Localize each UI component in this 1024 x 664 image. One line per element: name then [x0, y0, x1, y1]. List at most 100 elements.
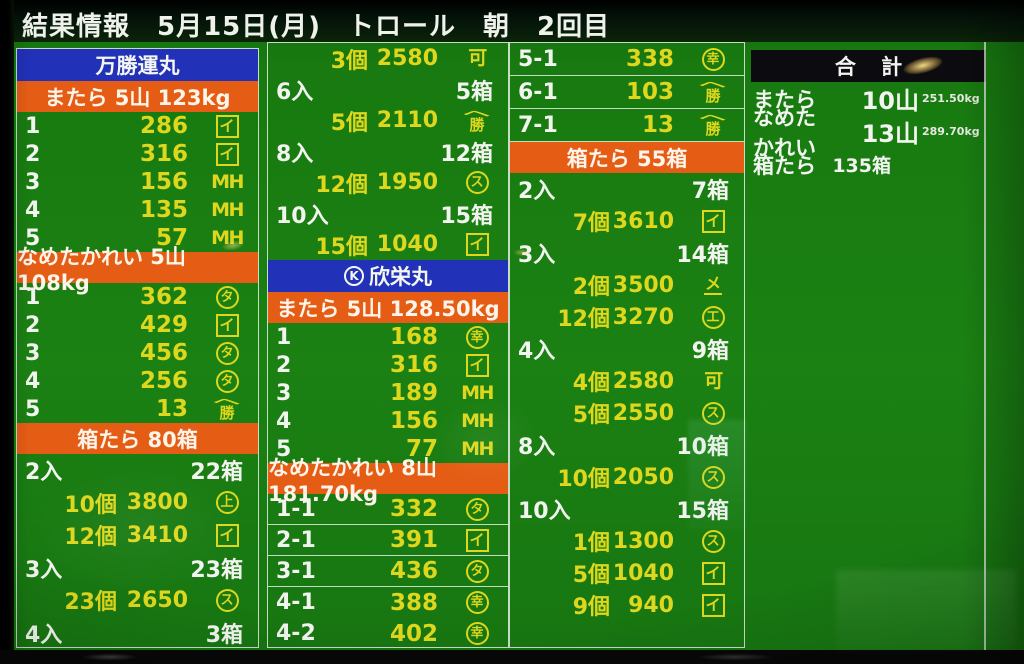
- hat-roof-glyph: ヘ: [463, 107, 491, 119]
- buyer-mark-cell: ス: [690, 401, 736, 425]
- piece-count: 10個: [557, 467, 610, 492]
- piece-count: 2個: [572, 275, 610, 300]
- circled-letter-mark: K: [344, 266, 364, 286]
- buyer-mark-cell: タ: [454, 559, 500, 583]
- box-count: 15箱: [676, 499, 729, 524]
- lot-price: 436: [389, 558, 438, 584]
- buyer-mark-circled-ス: ス: [701, 465, 725, 489]
- lot-number: 2: [25, 141, 41, 167]
- lot-price: 429: [139, 312, 188, 338]
- lot-price: 57: [155, 225, 188, 251]
- pack-size-label: 8入: [518, 435, 556, 460]
- lot-row: 1-1 332 タ: [268, 494, 508, 525]
- piece-count: 23個: [64, 590, 117, 616]
- buyer-mark-cell: 工: [690, 305, 736, 329]
- lot-row: 3-1 436 タ: [268, 556, 508, 587]
- buyer-mark-cell: イ: [454, 528, 500, 552]
- box-sale-row: 2個 3500 メ: [510, 269, 744, 301]
- buyer-mark-circled-幸: 幸: [701, 47, 725, 71]
- piece-count: 5個: [572, 403, 610, 428]
- box-group-row: 2入 7箱: [510, 173, 744, 205]
- lot-price: 316: [139, 141, 188, 167]
- lot-price: 456: [139, 340, 188, 366]
- lot-number: 4-1: [276, 590, 316, 615]
- lot-price: 391: [389, 527, 438, 553]
- buyer-mark-cell: MH: [204, 172, 250, 192]
- hat-body-glyph: 勝: [705, 120, 721, 138]
- lot-price: 77: [405, 436, 438, 462]
- buyer-mark-circled-ス: ス: [465, 171, 489, 194]
- piece-count: 7個: [572, 211, 610, 236]
- buyer-mark-cell: イ: [690, 593, 736, 617]
- piece-count: 15個: [315, 234, 368, 260]
- results-column-3: 5-1 338 幸 6-1 103 ヘ勝 7-1 13 ヘ勝箱たら 55箱 2入 7箱 7個 3610 イ…: [509, 42, 745, 648]
- buyer-mark-cell: イ: [204, 142, 250, 166]
- lot-number: 5: [25, 396, 41, 422]
- title-band: [0, 0, 1024, 42]
- sale-price: 1040: [612, 560, 674, 586]
- box-count: 12箱: [440, 141, 493, 167]
- lot-price: 156: [389, 408, 438, 434]
- box-group-row: 8入 10箱: [510, 429, 744, 461]
- lot-price: 362: [139, 284, 188, 310]
- buyer-mark-hatted-勝: ヘ勝: [699, 113, 727, 138]
- buyer-mark-cell: ヘ勝: [690, 113, 736, 137]
- lot-price: 402: [389, 620, 438, 647]
- buyer-mark-cell: 可: [454, 49, 500, 68]
- box-sale-row: 7個 3610 イ: [510, 205, 744, 237]
- buyer-mark-circled-上: 上: [215, 491, 239, 515]
- buyer-mark-boxed-イ: イ: [465, 353, 489, 377]
- buyer-mark-hatted-勝: ヘ勝: [699, 80, 727, 105]
- buyer-mark-cell: MH: [454, 439, 500, 459]
- hat-roof-glyph: ヘ: [213, 396, 241, 407]
- hat-body-glyph: 勝: [705, 87, 721, 105]
- results-column-2: 3個 2580 可 6入 5箱 5個 2110 ヘ勝 8入 12箱 12個 1950 ス 10入 15箱 15…: [267, 42, 509, 648]
- box-sale-row: 12個 3410 イ: [17, 519, 258, 552]
- sale-price: 2110: [376, 108, 438, 133]
- box-sale-row: 1個 1300 ス: [510, 525, 744, 557]
- lot-row: 1 362 タ: [17, 283, 258, 311]
- total-quantity: 13山: [861, 120, 919, 148]
- buyer-mark-cell: MH: [454, 383, 500, 403]
- lot-row: 5 13 ヘ勝: [17, 395, 258, 423]
- piece-count: 9個: [572, 595, 610, 620]
- boat-name-label: 欣栄丸: [369, 265, 432, 289]
- box-group-row: 3入 23箱: [17, 552, 258, 585]
- lot-row: 3 456 タ: [17, 339, 258, 367]
- buyer-mark-circled-タ: タ: [465, 559, 489, 583]
- lot-price: 135: [139, 197, 188, 223]
- lot-row: 5 57 MH: [17, 224, 258, 252]
- pack-size-label: 3入: [518, 243, 556, 268]
- buyer-mark-text-可: 可: [704, 369, 723, 392]
- lot-number: 1: [276, 324, 292, 350]
- piece-count: 12個: [315, 172, 368, 198]
- lot-price: 189: [389, 380, 438, 406]
- piece-count: 12個: [557, 307, 610, 332]
- buyer-mark-circled-タ: タ: [215, 341, 239, 365]
- species-header: 箱たら 55箱: [510, 142, 744, 173]
- lot-row: 1 286 イ: [17, 112, 258, 140]
- species-header: またら 5山 123kg: [17, 81, 258, 112]
- species-header: 箱たら 80箱: [17, 423, 258, 454]
- box-sale-row: 5個 1040 イ: [510, 557, 744, 589]
- buyer-mark-cell: 可: [690, 369, 736, 392]
- box-sale-row: 10個 2050 ス: [510, 461, 744, 493]
- lot-row: 7-1 13 ヘ勝: [510, 109, 744, 142]
- piece-count: 3個: [330, 48, 368, 74]
- hat-body-glyph: 勝: [469, 115, 485, 134]
- buyer-mark-cell: イ: [454, 233, 500, 256]
- buyer-mark-cell: 幸: [454, 622, 500, 645]
- box-sale-row: 3個 2580 可: [268, 43, 508, 74]
- buyer-mark-boxed-イ: イ: [215, 313, 239, 337]
- buyer-mark-cell: イ: [454, 353, 500, 377]
- hat-roof-glyph: ヘ: [699, 79, 727, 90]
- sale-price: 3500: [612, 272, 674, 298]
- pack-size-label: 2入: [25, 460, 63, 486]
- sale-price: 2650: [126, 587, 188, 613]
- piece-count: 4個: [572, 371, 610, 396]
- reflection-overlay: [836, 570, 1016, 650]
- buyer-mark-circled-タ: タ: [465, 497, 489, 521]
- buyer-mark-cell: タ: [204, 341, 250, 365]
- piece-count: 1個: [572, 531, 610, 556]
